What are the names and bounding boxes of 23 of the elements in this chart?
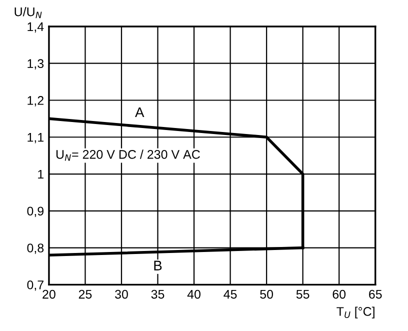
y-tick-label: 1,4	[28, 22, 44, 33]
x-tick-label: 30	[115, 290, 128, 299]
x-tick-label: 55	[296, 290, 310, 299]
x-tick-label: 40	[187, 290, 200, 299]
x-tick-label: 35	[151, 290, 164, 299]
y-tick-label: 1,3	[28, 59, 44, 70]
x-tick-label: 25	[78, 290, 92, 299]
y-tick-label: 0,8	[27, 244, 44, 254]
x-tick-label: 20	[42, 290, 56, 299]
y-tick-label: 0,7	[27, 280, 44, 291]
y-tick-label: 1	[38, 170, 44, 179]
series-label: B	[154, 260, 162, 270]
x-tick-label: 65	[369, 290, 382, 299]
y-tick-label: 1,1	[28, 133, 44, 144]
x-axis-title: T$_{U}$ [°C]	[336, 306, 374, 318]
series-label: A	[135, 108, 144, 118]
x-tick-label: 45	[224, 290, 237, 299]
x-tick-label: 50	[260, 290, 274, 299]
annotation: U$_{N}$= 220 V DC / 230 V AC	[56, 150, 200, 161]
y-tick-label: 1,2	[28, 96, 44, 106]
x-tick-label: 60	[332, 290, 346, 299]
y-axis-title: U/U$_{N}$	[14, 7, 42, 18]
y-tick-label: 0,9	[27, 206, 44, 218]
